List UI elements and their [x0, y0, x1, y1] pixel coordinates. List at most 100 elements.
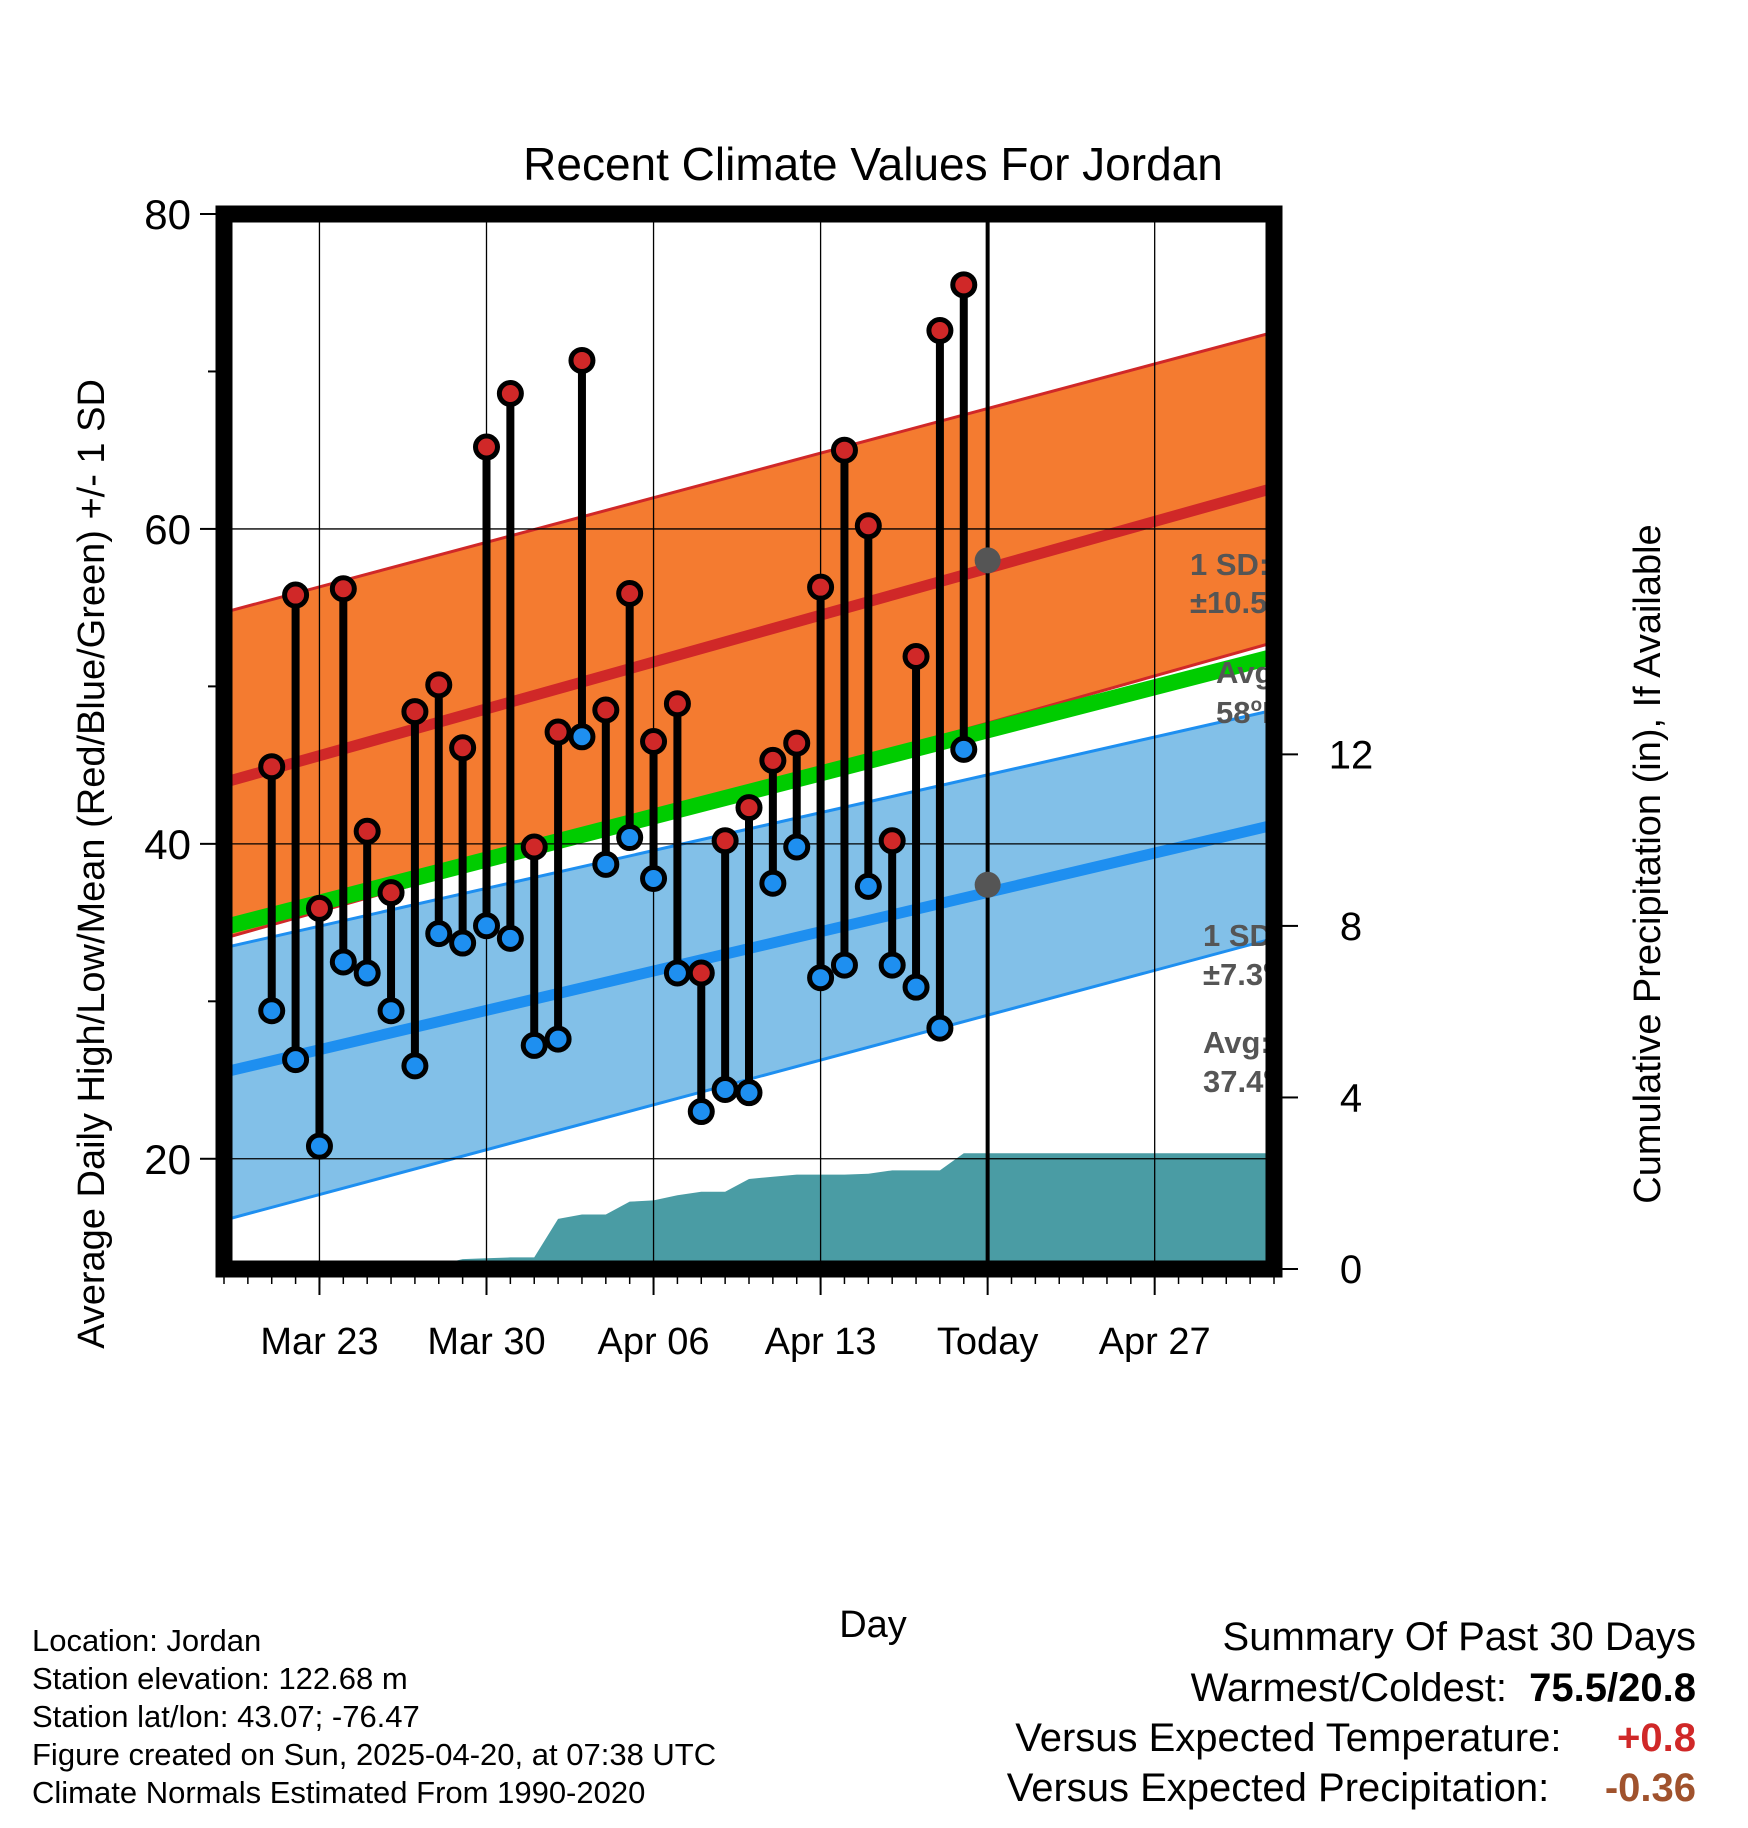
- precip-area: [224, 1153, 1274, 1269]
- low-point-29: [950, 735, 978, 763]
- high-sd-label: 1 SD:: [1190, 547, 1269, 582]
- low-point-10: [496, 924, 524, 952]
- low-sd-label: 1 SD:: [1203, 918, 1282, 953]
- low-point-14: [592, 850, 620, 878]
- summary-precip-row: Versus Expected Precipitation: -0.36: [1007, 1763, 1696, 1813]
- high-point-15: [616, 579, 644, 607]
- high-point-2: [305, 894, 333, 922]
- x-axis-label: Day: [839, 1604, 907, 1646]
- y-axis-right-label: Cumulative Precipitation (in), If Availa…: [1627, 524, 1669, 1203]
- summary-warmest-value: 75.5/20.8: [1529, 1666, 1696, 1710]
- low-point-16: [640, 864, 668, 892]
- summary-warmest-label: Warmest/Coldest:: [1190, 1666, 1507, 1710]
- high-point-9: [473, 433, 500, 461]
- summary-temp-label: Versus Expected Temperature:: [1015, 1716, 1562, 1760]
- low-point-25: [854, 872, 882, 900]
- right-tick-label-3: 12: [1329, 733, 1374, 777]
- high-point-28: [926, 317, 954, 345]
- low-point-11: [520, 1031, 548, 1059]
- right-axis: 0 4 8 12: [1282, 733, 1373, 1292]
- info-normals: Climate Normals Estimated From 1990-2020: [32, 1775, 646, 1810]
- high-point-26: [878, 827, 906, 855]
- high-point-4: [353, 817, 381, 845]
- summary-precip-value: -0.36: [1604, 1766, 1696, 1810]
- info-elevation: Station elevation: 122.68 m: [32, 1661, 408, 1696]
- high-point-3: [329, 575, 357, 603]
- high-sd-value: ±10.5oF: [1190, 585, 1298, 620]
- x-tick-label-4: Today: [937, 1321, 1038, 1363]
- info-latlon: Station lat/lon: 43.07; -76.47: [32, 1699, 420, 1734]
- high-point-17: [663, 690, 691, 718]
- low-point-13: [568, 723, 596, 751]
- low-point-27: [902, 973, 930, 1001]
- summary-heading: Summary Of Past 30 Days: [1222, 1615, 1696, 1659]
- info-created: Figure created on Sun, 2025-04-20, at 07…: [32, 1737, 717, 1772]
- low-avg-label: Avg:: [1203, 1025, 1271, 1060]
- high-avg-marker: [974, 547, 1001, 574]
- high-point-7: [425, 671, 453, 699]
- summary-temp-value: +0.8: [1617, 1716, 1696, 1760]
- low-point-1: [282, 1046, 310, 1074]
- y-axis-label: Average Daily High/Low/Mean (Red/Blue/Gr…: [71, 379, 113, 1349]
- low-point-18: [687, 1098, 715, 1126]
- high-point-6: [401, 698, 429, 726]
- x-tick-label-2: Apr 06: [598, 1321, 710, 1363]
- plot-frame: [215, 205, 1283, 1278]
- high-point-16: [640, 728, 668, 755]
- high-point-11: [520, 833, 548, 861]
- left-tick-label-1: 40: [144, 821, 191, 868]
- low-avg-marker: [974, 871, 1001, 898]
- x-tick-label-3: Apr 13: [765, 1321, 877, 1363]
- info-location: Location: Jordan: [32, 1623, 262, 1658]
- high-point-12: [544, 718, 572, 746]
- high-point-24: [830, 436, 858, 464]
- high-point-20: [735, 794, 763, 822]
- high-point-22: [783, 729, 811, 757]
- x-tick-label-5: Apr 27: [1099, 1321, 1211, 1363]
- chart-title: Recent Climate Values For Jordan: [523, 138, 1223, 190]
- low-point-28: [926, 1014, 954, 1042]
- high-point-0: [258, 753, 286, 781]
- days-number: 30: [1196, 1378, 1230, 1413]
- high-point-21: [759, 746, 787, 774]
- low-point-12: [544, 1025, 572, 1053]
- high-point-27: [902, 642, 930, 670]
- right-tick-label-1: 4: [1340, 1076, 1362, 1120]
- low-point-21: [759, 869, 787, 897]
- right-tick-label-0: 0: [1340, 1248, 1362, 1292]
- low-point-6: [401, 1052, 429, 1080]
- x-tick-label-1: Mar 30: [427, 1321, 545, 1363]
- high-point-25: [854, 512, 882, 540]
- summary-precip-label: Versus Expected Precipitation:: [1006, 1766, 1550, 1810]
- low-point-2: [305, 1132, 333, 1160]
- days-word: Days: [1196, 1418, 1270, 1453]
- high-point-13: [568, 346, 596, 374]
- high-sd-upper-line: [224, 330, 1274, 614]
- left-tick-label-2: 60: [144, 506, 191, 553]
- daily-points: [258, 271, 978, 1160]
- high-point-8: [449, 734, 477, 762]
- left-axis: 20 40 60 80: [144, 191, 216, 1183]
- high-point-1: [282, 581, 310, 609]
- high-point-18: [687, 959, 715, 987]
- left-tick-label-0: 20: [144, 1136, 191, 1183]
- low-point-0: [258, 997, 286, 1025]
- left-tick-label-3: 80: [144, 191, 191, 238]
- low-point-17: [663, 959, 691, 987]
- high-point-14: [592, 696, 620, 724]
- low-point-20: [735, 1079, 763, 1107]
- low-point-23: [807, 964, 835, 992]
- high-normal-line: [224, 482, 1274, 788]
- summary-warmest-row: Warmest/Coldest: 75.5/20.8: [1191, 1663, 1696, 1713]
- high-avg-label: Avg:: [1216, 655, 1284, 690]
- high-point-29: [950, 271, 978, 299]
- low-point-22: [783, 833, 811, 861]
- low-point-24: [830, 951, 858, 979]
- x-tick-label-0: Mar 23: [260, 1321, 378, 1363]
- low-sd-value: ±7.3oF: [1203, 957, 1294, 992]
- high-point-23: [807, 573, 835, 601]
- low-point-3: [329, 948, 357, 976]
